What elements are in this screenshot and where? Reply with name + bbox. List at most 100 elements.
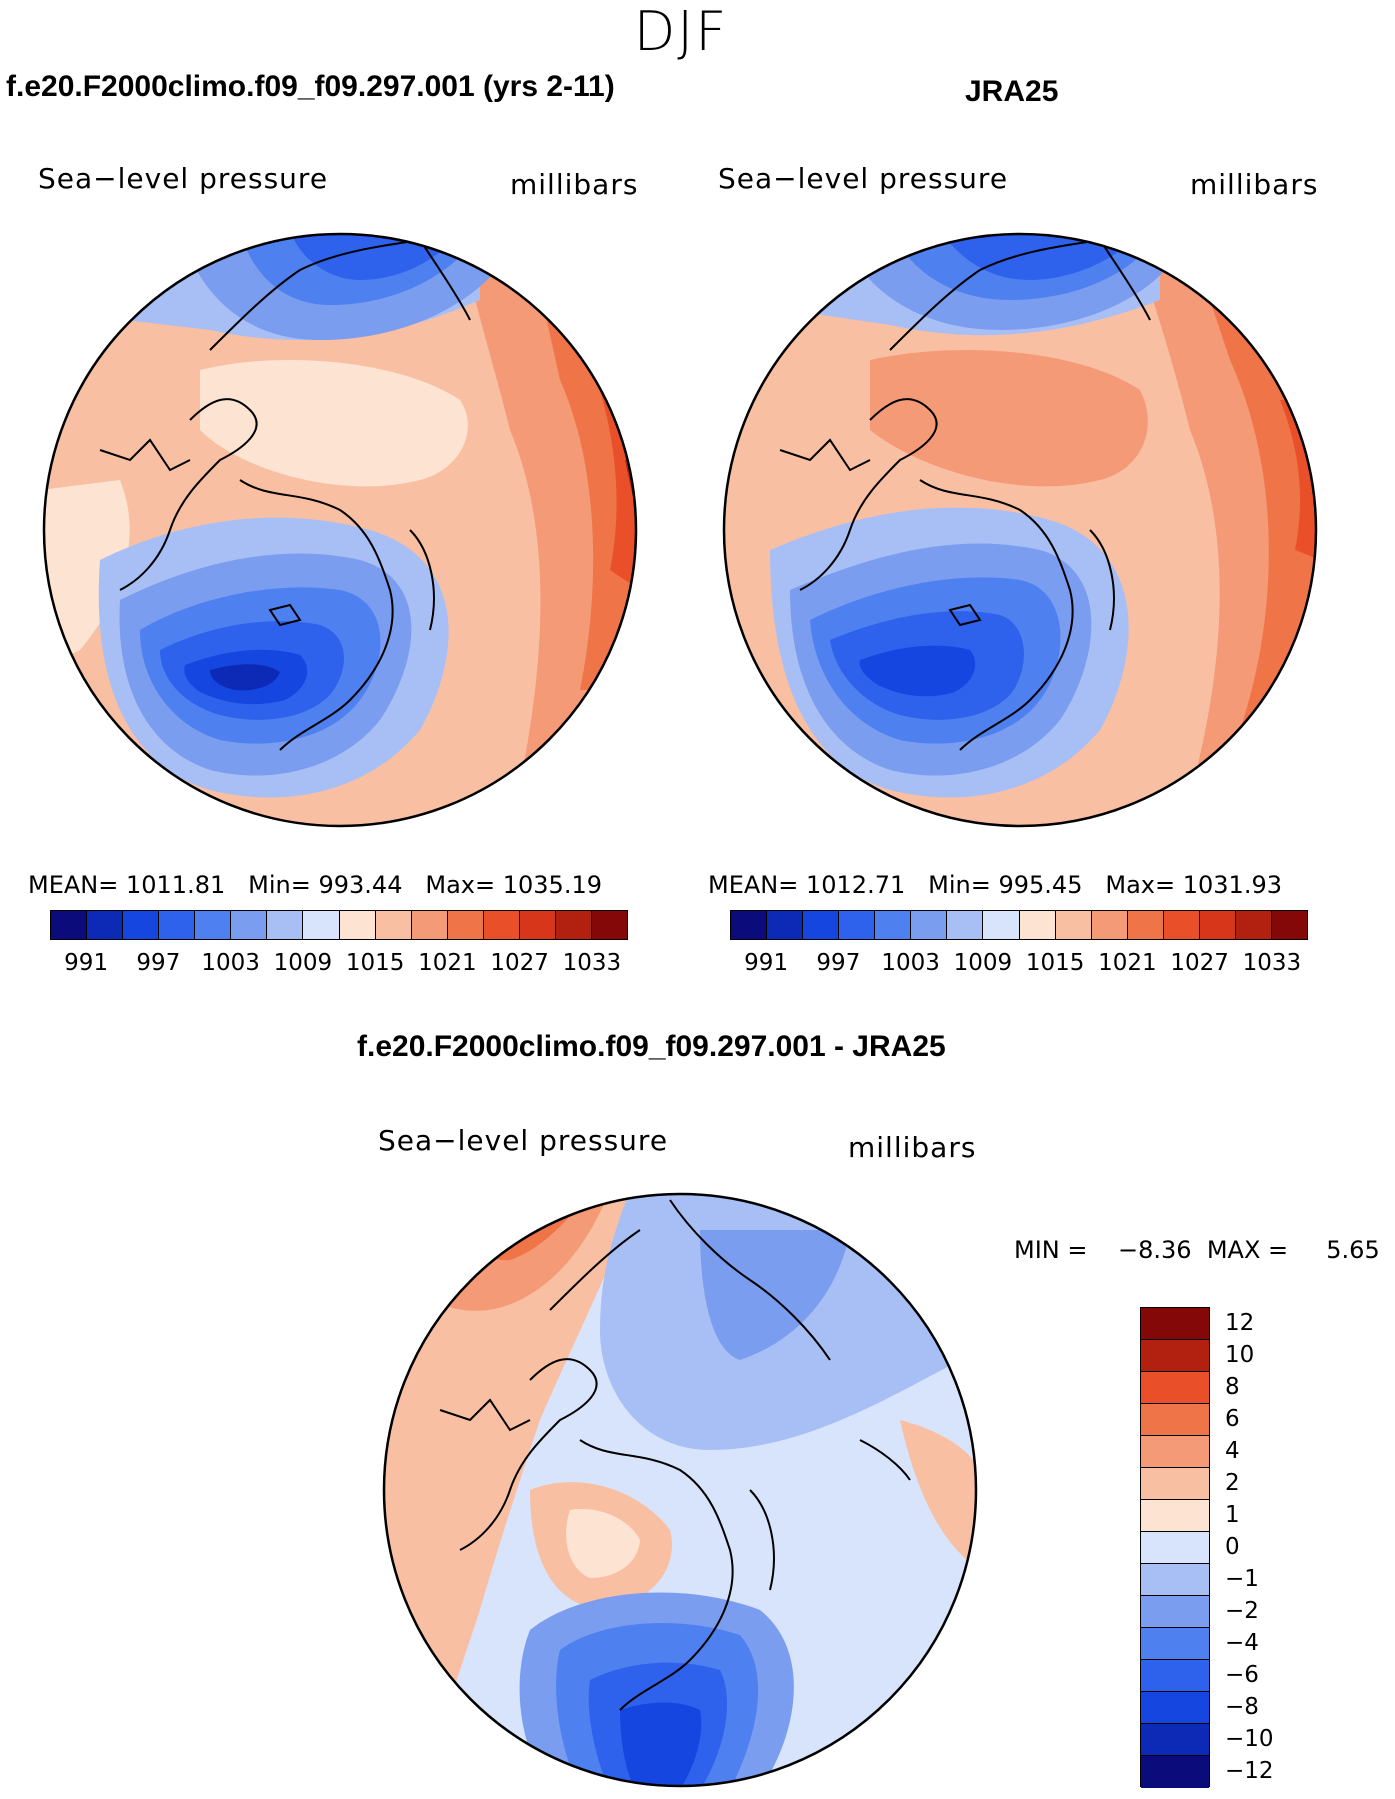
colorbar-swatch <box>1271 911 1307 939</box>
colorbar-tick-label: 1015 <box>1025 950 1085 976</box>
colorbar-tick-label: 0 <box>1225 1534 1240 1560</box>
obs-mean-label: MEAN= <box>708 871 799 899</box>
colorbar-swatch <box>731 911 768 939</box>
model-coastlines <box>99 239 471 751</box>
diff-min-value: −8.36 <box>1118 1236 1192 1264</box>
colorbar-tick-label: −2 <box>1225 1598 1259 1624</box>
colorbar-swatch <box>195 911 232 939</box>
colorbar-swatch <box>767 911 804 939</box>
colorbar-tick-label: 1027 <box>490 950 549 976</box>
colorbar-swatch <box>1141 1468 1209 1500</box>
colorbar-swatch <box>1163 911 1200 939</box>
diff-min-label: MIN = <box>1014 1236 1088 1264</box>
model-min-value: 993.44 <box>318 871 403 899</box>
obs-stats: MEAN= 1012.71 Min= 995.45 Max= 1031.93 <box>708 871 1282 899</box>
colorbar-swatch <box>447 911 484 939</box>
colorbar-tick-label: 1027 <box>1170 950 1229 976</box>
colorbar-swatch <box>231 911 268 939</box>
colorbar-tick-label: −1 <box>1225 1566 1259 1592</box>
obs-min-label: Min= <box>928 871 991 899</box>
colorbar-tick-label: 991 <box>64 950 109 976</box>
colorbar-swatch <box>1141 1308 1209 1340</box>
model-field-icelandic-6 <box>210 664 280 691</box>
colorbar-tick-label: 4 <box>1225 1438 1240 1464</box>
obs-units-label: millibars <box>1190 168 1319 201</box>
colorbar-tick-label: 1021 <box>418 950 477 976</box>
colorbar-swatch <box>1141 1404 1209 1436</box>
obs-max-value: 1031.93 <box>1182 871 1282 899</box>
colorbar-swatch <box>1141 1500 1209 1532</box>
model-map-boundary <box>42 232 638 828</box>
obs-colorbar <box>730 910 1308 940</box>
colorbar-swatch <box>1141 1340 1209 1372</box>
diff-field-north-blue-2 <box>700 1230 850 1360</box>
model-variable-label: Sea−level pressure <box>38 162 329 195</box>
colorbar-swatch <box>1141 1628 1209 1660</box>
colorbar-swatch <box>1091 911 1128 939</box>
diff-max-value: 5.65 <box>1326 1236 1380 1264</box>
colorbar-swatch <box>339 911 376 939</box>
colorbar-swatch <box>1141 1596 1209 1628</box>
colorbar-tick-label: 1003 <box>881 950 940 976</box>
colorbar-tick-label: 1015 <box>345 950 405 976</box>
model-colorbar-labels: 991 997 1003 1009 1015 1021 1027 1033 <box>50 950 628 980</box>
colorbar-swatch <box>555 911 592 939</box>
colorbar-swatch <box>1141 1436 1209 1468</box>
colorbar-tick-label: 997 <box>136 950 181 976</box>
colorbar-tick-label: 991 <box>744 950 789 976</box>
colorbar-swatch <box>1055 911 1092 939</box>
obs-polar-map <box>722 232 1318 828</box>
colorbar-tick-label: 1003 <box>201 950 260 976</box>
diff-polar-map <box>382 1192 978 1788</box>
obs-map-boundary <box>722 232 1318 828</box>
colorbar-tick-label: 2 <box>1225 1470 1240 1496</box>
colorbar-tick-label: 1033 <box>562 950 622 976</box>
colorbar-tick-label: −4 <box>1225 1630 1259 1656</box>
colorbar-tick-label: −8 <box>1225 1694 1259 1720</box>
colorbar-swatch <box>1141 1756 1209 1788</box>
diff-units-label: millibars <box>848 1131 977 1164</box>
colorbar-tick-label: −10 <box>1225 1726 1274 1752</box>
colorbar-swatch <box>911 911 948 939</box>
diff-max-label: MAX = <box>1206 1236 1289 1264</box>
colorbar-swatch <box>1141 1532 1209 1564</box>
colorbar-swatch <box>1127 911 1164 939</box>
colorbar-swatch <box>1019 911 1056 939</box>
colorbar-swatch <box>803 911 840 939</box>
colorbar-tick-label: 1009 <box>953 950 1013 976</box>
diff-stats: MIN = −8.36 MAX = 5.65 <box>1014 1236 1380 1264</box>
colorbar-swatch <box>267 911 304 939</box>
obs-min-value: 995.45 <box>998 871 1083 899</box>
model-field-left <box>44 480 130 670</box>
obs-mean-value: 1012.71 <box>806 871 906 899</box>
colorbar-swatch <box>591 911 627 939</box>
diff-variable-label: Sea−level pressure <box>378 1124 669 1157</box>
colorbar-tick-label: 8 <box>1225 1374 1240 1400</box>
model-max-value: 1035.19 <box>502 871 602 899</box>
model-min-label: Min= <box>248 871 311 899</box>
colorbar-swatch <box>875 911 912 939</box>
colorbar-swatch <box>123 911 160 939</box>
diff-field-east-pos <box>900 1420 976 1570</box>
colorbar-tick-label: 1021 <box>1098 950 1157 976</box>
colorbar-tick-label: 997 <box>816 950 861 976</box>
colorbar-swatch <box>519 911 556 939</box>
colorbar-swatch <box>1141 1692 1209 1724</box>
obs-colorbar-labels: 991 997 1003 1009 1015 1021 1027 1033 <box>730 950 1308 980</box>
colorbar-swatch <box>1199 911 1236 939</box>
colorbar-swatch <box>1141 1372 1209 1404</box>
colorbar-tick-label: 1009 <box>273 950 333 976</box>
diff-map-boundary <box>382 1192 978 1788</box>
diff-colorbar-labels: 12 10 8 6 4 2 1 0 −1 −2 −4 −6 −8 −10 −12 <box>1225 1307 1325 1787</box>
model-mean-label: MEAN= <box>28 871 119 899</box>
colorbar-swatch <box>483 911 520 939</box>
diff-field-atlantic-4 <box>620 1702 702 1786</box>
colorbar-swatch <box>303 911 340 939</box>
obs-panel-title: JRA25 <box>965 75 1059 108</box>
colorbar-tick-label: 6 <box>1225 1406 1240 1432</box>
colorbar-swatch <box>411 911 448 939</box>
diff-coastlines <box>439 1199 911 1711</box>
colorbar-tick-label: 10 <box>1225 1342 1255 1368</box>
colorbar-tick-label: −12 <box>1225 1758 1274 1784</box>
model-stats: MEAN= 1011.81 Min= 993.44 Max= 1035.19 <box>28 871 602 899</box>
